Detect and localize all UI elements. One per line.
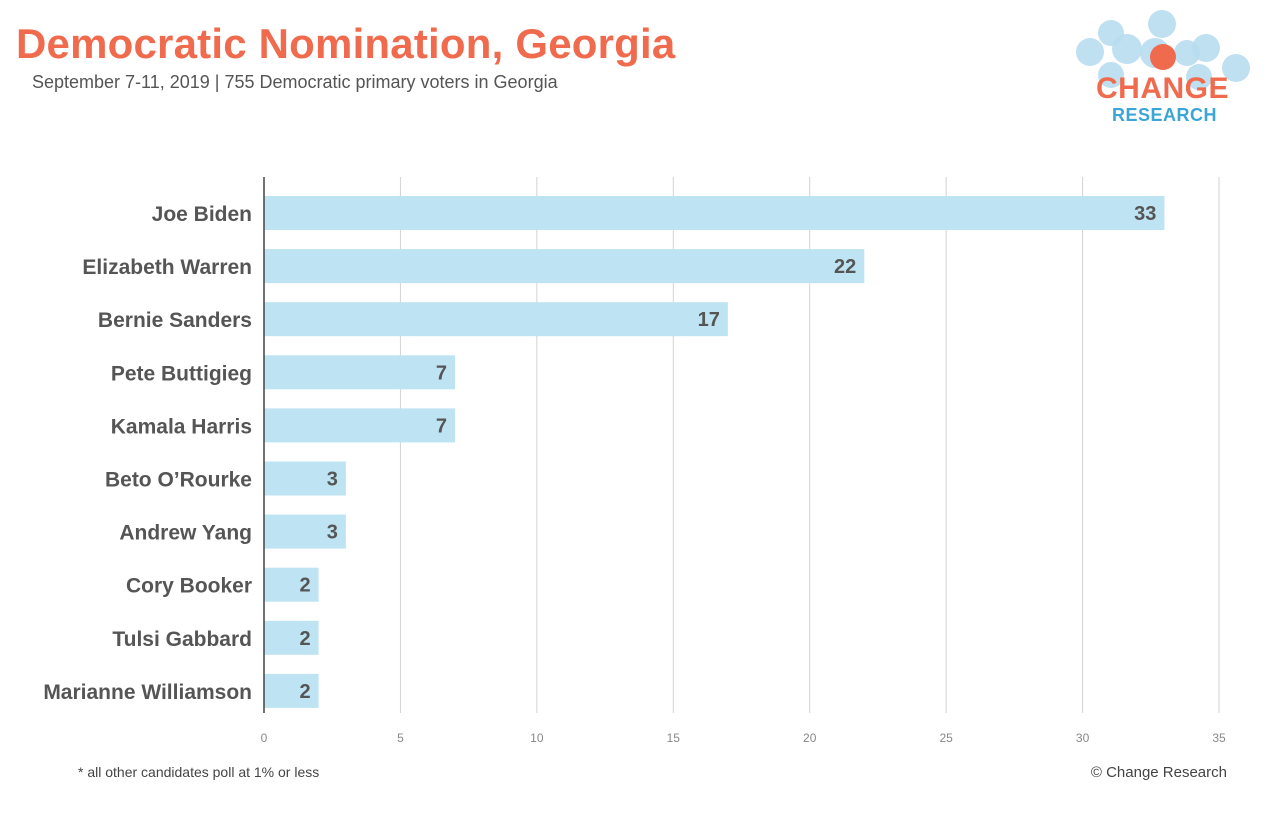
logo-dot [1222, 54, 1250, 82]
logo-dot-accent [1150, 44, 1176, 70]
bar-value-label: 2 [299, 681, 310, 703]
logo-dot [1186, 64, 1212, 90]
category-label: Andrew Yang [119, 522, 252, 545]
category-label: Joe Biden [152, 203, 252, 226]
bar [264, 461, 346, 496]
bar [264, 514, 346, 549]
logo-word-research: RESEARCH [1112, 105, 1218, 125]
chart-title: Democratic Nomination, Georgia [16, 20, 676, 67]
bar-value-label: 7 [436, 362, 447, 384]
chart-subtitle: September 7-11, 2019 | 755 Democratic pr… [32, 72, 558, 92]
x-tick-label: 10 [530, 731, 544, 745]
x-tick-label: 15 [667, 731, 681, 745]
logo-dot [1076, 38, 1104, 66]
bar [264, 408, 455, 443]
category-label: Tulsi Gabbard [112, 628, 252, 651]
category-label: Cory Booker [126, 575, 252, 598]
copyright: © Change Research [1090, 764, 1227, 781]
logo-dot [1148, 10, 1176, 38]
x-tick-label: 35 [1212, 731, 1226, 745]
bar-value-label: 33 [1134, 203, 1156, 225]
category-label: Elizabeth Warren [82, 256, 252, 279]
category-label: Pete Buttigieg [111, 362, 252, 385]
x-tick-label: 20 [803, 731, 817, 745]
bar [264, 249, 865, 284]
change-research-logo: CHANGE RESEARCH [1068, 8, 1258, 128]
category-label: Kamala Harris [111, 415, 252, 438]
bar [264, 196, 1165, 230]
logo-word-change: CHANGE [1096, 72, 1230, 105]
category-label: Beto O’Rourke [105, 469, 252, 492]
logo-dot [1192, 34, 1220, 62]
category-label: Bernie Sanders [98, 309, 252, 332]
bar [264, 620, 319, 655]
bar-value-label: 7 [436, 415, 447, 437]
bar [264, 355, 455, 390]
bar-value-label: 3 [327, 469, 338, 491]
bar-value-label: 3 [327, 522, 338, 544]
category-label: Marianne Williamson [43, 681, 252, 704]
x-tick-label: 25 [939, 731, 953, 745]
x-tick-label: 30 [1076, 731, 1090, 745]
logo-dot [1098, 62, 1124, 88]
bar [264, 673, 319, 708]
x-tick-label: 0 [261, 731, 268, 745]
logo-dot [1112, 34, 1142, 64]
bar-value-label: 22 [834, 256, 856, 278]
footnote: * all other candidates poll at 1% or les… [78, 764, 320, 780]
bar-value-label: 2 [299, 628, 310, 650]
bar [264, 302, 728, 337]
x-tick-label: 5 [397, 731, 404, 745]
bar [264, 567, 319, 602]
bar-value-label: 17 [698, 309, 720, 331]
bar-value-label: 2 [299, 575, 310, 597]
